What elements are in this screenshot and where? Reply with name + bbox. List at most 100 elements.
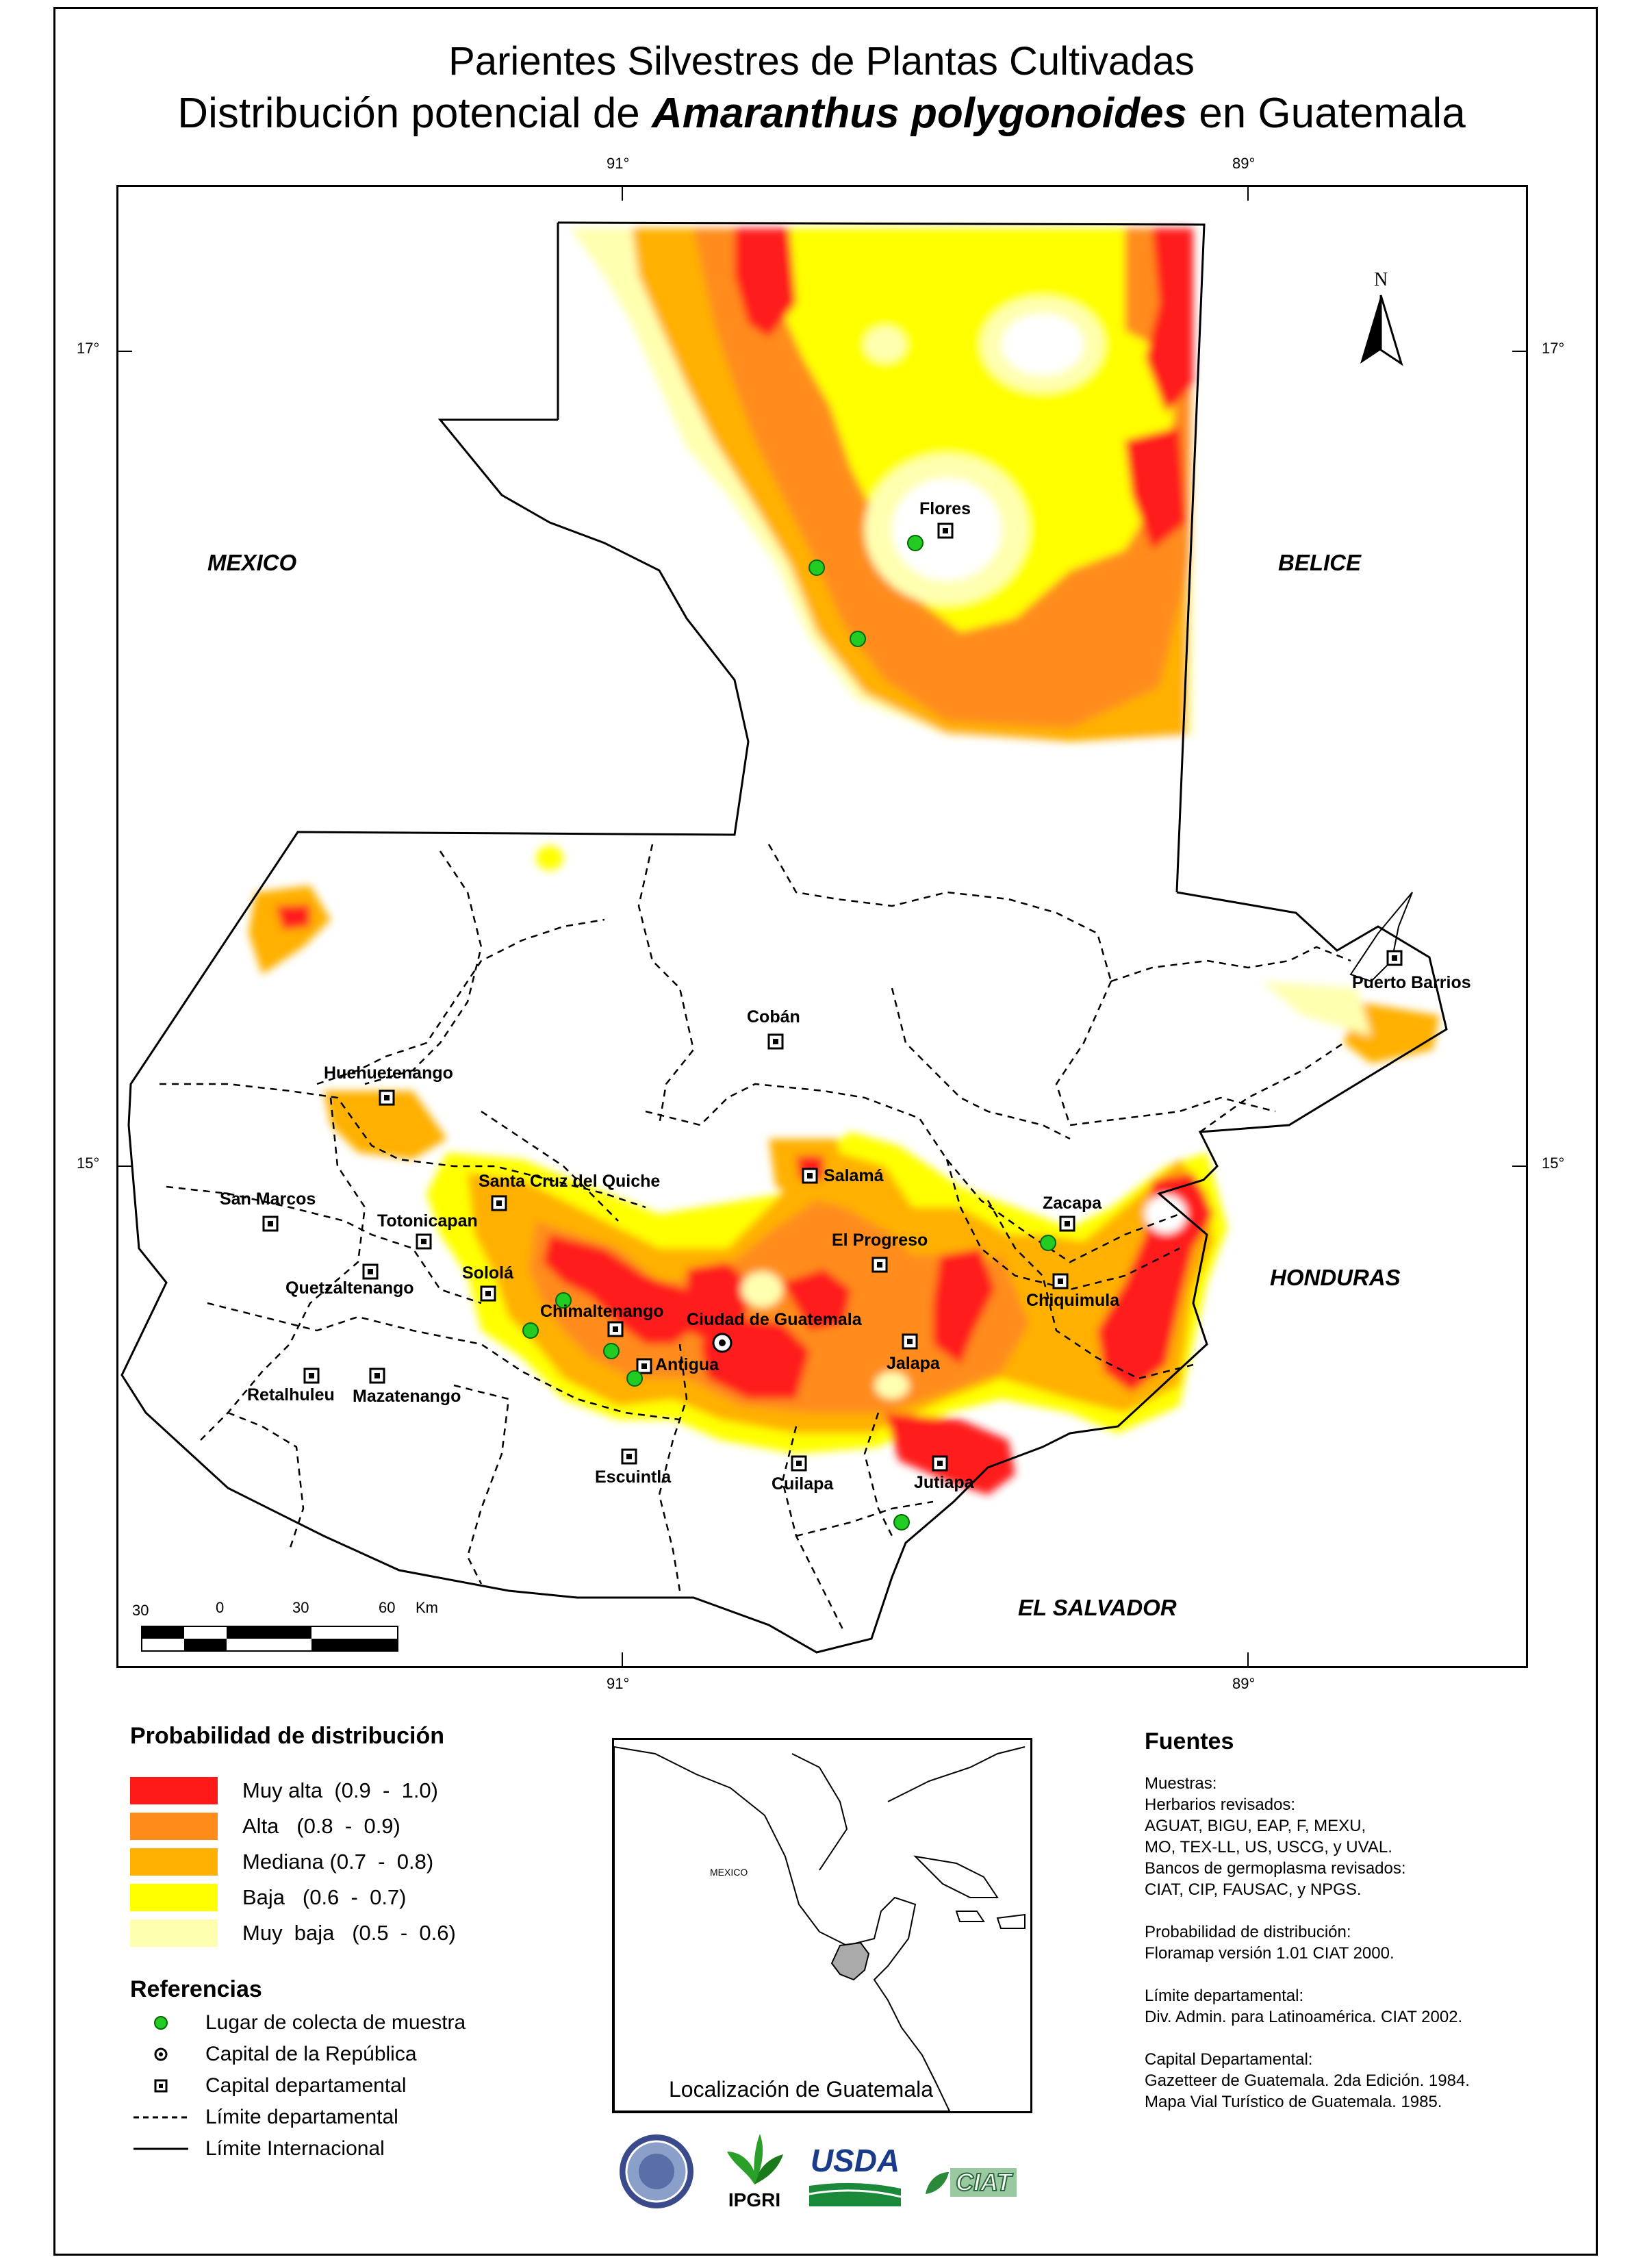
probability-surface-peten: [570, 228, 1193, 742]
probability-surface-south: [249, 846, 1440, 1495]
capital-salama: [802, 1168, 818, 1184]
capital-huehuetenango: [379, 1089, 395, 1106]
label-santa-cruz: Santa Cruz del Quiche: [479, 1172, 660, 1191]
guatemala-highlight: [830, 1941, 870, 1981]
source-line: Floramap versión 1.01 CIAT 2000.: [1145, 1944, 1394, 1963]
square-dot-icon: [130, 2078, 192, 2094]
label-mexico: MEXICO: [207, 550, 297, 575]
north-arrow-label: N: [1374, 269, 1388, 290]
usda-text: USDA: [810, 2143, 900, 2178]
usda-logo: USDA: [808, 2142, 902, 2208]
label-belice: BELICE: [1278, 550, 1362, 575]
label-salama: Salamá: [824, 1166, 884, 1185]
collection-points: [522, 535, 1056, 1530]
sources-department-capital: Capital Departamental: Gazetteer de Guat…: [1145, 2049, 1569, 2113]
inset-mexico-label: MEXICO: [710, 1867, 748, 1878]
legend-row-baja: Baja (0.6 - 0.7): [130, 1880, 609, 1915]
swatch-alta: [130, 1813, 218, 1840]
label-chimaltenango: Chimaltenango: [540, 1302, 664, 1321]
label-jutiapa: Jutiapa: [914, 1473, 975, 1492]
references-legend: Referencias Lugar de colecta de muestra …: [130, 1976, 609, 2165]
swatch-mediana: [130, 1848, 218, 1876]
capital-cuilapa: [791, 1455, 807, 1472]
label-mazatenango: Mazatenango: [353, 1387, 461, 1406]
capital-quetzaltenango: [362, 1263, 379, 1280]
label-honduras: HONDURAS: [1270, 1265, 1401, 1290]
label-flores: Flores: [919, 499, 971, 518]
lon-label-top-left: 91°: [607, 155, 630, 172]
lat-label-upper-right: 17°: [1542, 340, 1565, 357]
institution-logos: IPGRI USDA CIAT: [619, 2131, 1030, 2213]
label-zacapa: Zacapa: [1043, 1194, 1102, 1213]
source-line: Muestras:: [1145, 1774, 1217, 1793]
source-line: AGUAT, BIGU, EAP, F, MEXU,: [1145, 1817, 1366, 1835]
label-el-salvador: EL SALVADOR: [1018, 1595, 1177, 1620]
probability-legend-heading: Probabilidad de distribución: [130, 1723, 445, 1749]
subtitle-prefix: Distribución potencial de: [177, 90, 652, 137]
map-subtitle: Distribución potencial de Amaranthus pol…: [0, 89, 1643, 138]
capital-chiquimula: [1052, 1273, 1069, 1289]
sources-department-limit: Límite departamental: Div. Admin. para L…: [1145, 1985, 1569, 2028]
ipgri-text: IPGRI: [728, 2189, 781, 2210]
ref-row-national-capital: Capital de la República: [130, 2039, 609, 2070]
ref-label: Límite Internacional: [205, 2137, 385, 2160]
lat-label-upper-left: 17°: [77, 340, 100, 357]
capital-retalhuleu: [303, 1368, 320, 1384]
label-totonicapan: Totonicapan: [377, 1211, 478, 1231]
ref-label: Capital de la República: [205, 2043, 417, 2065]
references-legend-heading: Referencias: [130, 1976, 262, 2002]
scale-label-4: 60: [379, 1599, 395, 1616]
scale-label-3: 30: [292, 1599, 309, 1616]
label-quetzaltenango: Quetzaltenango: [285, 1278, 414, 1298]
national-capital-marker: [712, 1333, 733, 1353]
capital-antigua: [636, 1358, 652, 1374]
capital-el-progreso: [871, 1257, 888, 1273]
legend-row-alta: Alta (0.8 - 0.9): [130, 1809, 609, 1844]
label-coban: Cobán: [747, 1007, 800, 1026]
capital-totonicapan: [416, 1233, 432, 1250]
capital-coban: [767, 1033, 784, 1050]
solid-line-icon: [130, 2145, 192, 2152]
ciat-text: CIAT: [950, 2167, 1017, 2197]
capital-jalapa: [902, 1333, 918, 1350]
label-antigua: Antigua: [655, 1355, 719, 1374]
label-escuintla: Escuintla: [595, 1467, 672, 1487]
source-line: Mapa Vial Turístico de Guatemala. 1985.: [1145, 2093, 1442, 2111]
capital-solola: [480, 1285, 496, 1302]
label-retalhuleu: Retalhuleu: [247, 1385, 335, 1404]
scale-label-1: 30: [132, 1602, 149, 1619]
scale-unit: Km: [416, 1599, 438, 1616]
legend-row-muy-alta: Muy alta (0.9 - 1.0): [130, 1773, 609, 1809]
ref-row-collection: Lugar de colecta de muestra: [130, 2007, 609, 2039]
city-labels: Flores Puerto Barrios Cobán Huehuetenang…: [220, 499, 1471, 1494]
university-seal-logo: [620, 2134, 693, 2208]
label-san-marcos: San Marcos: [220, 1189, 316, 1209]
capital-jutiapa: [932, 1455, 948, 1472]
scale-label-2: 0: [216, 1599, 224, 1616]
source-line: Bancos de germoplasma revisados:: [1145, 1859, 1406, 1878]
label-puerto-barrios: Puerto Barrios: [1352, 973, 1471, 992]
map-title: Parientes Silvestres de Plantas Cultivad…: [448, 39, 1195, 84]
sources-probability: Probabilidad de distribución: Floramap v…: [1145, 1922, 1569, 1964]
north-arrow: N: [1360, 269, 1403, 366]
source-line: Probabilidad de distribución:: [1145, 1923, 1351, 1941]
label-chiquimula: Chiquimula: [1026, 1291, 1120, 1310]
capital-zacapa: [1059, 1215, 1075, 1232]
lon-label-bottom-right: 89°: [1232, 1675, 1256, 1692]
location-inset: MEXICO Localización de Guatemala: [612, 1738, 1032, 2113]
ref-label: Límite departamental: [205, 2106, 398, 2128]
dashed-line-icon: [130, 2114, 192, 2121]
ciat-leaf-icon: [926, 2172, 949, 2194]
subtitle-suffix: en Guatemala: [1186, 90, 1466, 137]
green-dot-icon: [130, 2015, 192, 2031]
lon-label-bottom-left: 91°: [607, 1675, 630, 1692]
capital-flores: [937, 522, 954, 539]
legend-label: Muy baja (0.5 - 0.6): [242, 1921, 456, 1945]
source-line: Gazetteer de Guatemala. 2da Edición. 198…: [1145, 2071, 1470, 2090]
capital-escuintla: [621, 1448, 637, 1465]
capital-santa-cruz: [491, 1195, 507, 1211]
circle-dot-icon: [130, 2046, 192, 2063]
label-el-progreso: El Progreso: [832, 1231, 928, 1250]
legend-row-mediana: Mediana (0.7 - 0.8): [130, 1844, 609, 1880]
label-solola: Sololá: [462, 1263, 513, 1283]
